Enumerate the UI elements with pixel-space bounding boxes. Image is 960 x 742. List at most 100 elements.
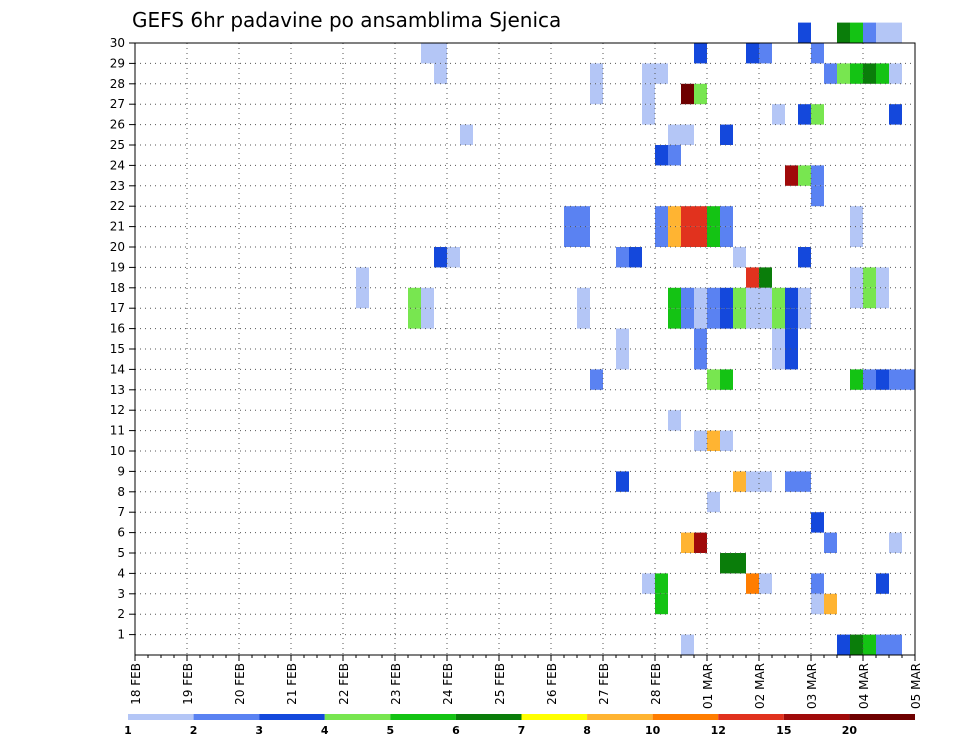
heatmap-cell bbox=[460, 124, 473, 145]
heatmap-cell bbox=[564, 226, 577, 247]
legend-swatch bbox=[652, 714, 719, 720]
x-tick-label: 26 FEB bbox=[545, 663, 559, 705]
y-tick-label: 3 bbox=[117, 587, 125, 601]
legend-swatch bbox=[455, 714, 522, 720]
heatmap-cell bbox=[876, 63, 889, 84]
heatmap-cell bbox=[681, 226, 694, 247]
heatmap-cell bbox=[798, 247, 811, 268]
heatmap-cell bbox=[694, 226, 707, 247]
heatmap-cell bbox=[681, 287, 694, 309]
heatmap-cell bbox=[616, 328, 629, 349]
heatmap-cell bbox=[629, 247, 642, 268]
heatmap-cell bbox=[863, 287, 876, 309]
heatmap-cell bbox=[642, 104, 655, 125]
heatmap-cell bbox=[694, 83, 707, 105]
heatmap-cell bbox=[668, 308, 681, 329]
x-tick-label: 05 MAR bbox=[909, 663, 923, 709]
heatmap-cell bbox=[733, 247, 746, 268]
heatmap-cell bbox=[876, 634, 889, 655]
heatmap-cell bbox=[694, 349, 707, 370]
heatmap-cell bbox=[421, 308, 434, 329]
y-tick-label: 8 bbox=[117, 485, 125, 499]
y-tick-label: 5 bbox=[117, 546, 125, 560]
heatmap-cell bbox=[421, 43, 434, 64]
heatmap-cell bbox=[655, 226, 668, 247]
y-tick-label: 9 bbox=[117, 464, 125, 478]
y-tick-label: 19 bbox=[110, 260, 125, 274]
x-tick-label: 18 FEB bbox=[129, 663, 143, 705]
color-legend: 1 2 3 4 5 6 7 8 10 12 15 20 bbox=[124, 714, 915, 737]
y-tick-label: 20 bbox=[110, 240, 125, 254]
heatmap-cell bbox=[902, 369, 915, 390]
y-tick-label: 7 bbox=[117, 505, 125, 519]
heatmap-cell bbox=[655, 63, 668, 84]
heatmap-cell bbox=[785, 328, 798, 349]
x-tick-label: 04 MAR bbox=[857, 663, 871, 709]
heatmap-cell bbox=[876, 287, 889, 309]
x-tick-label: 27 FEB bbox=[597, 663, 611, 705]
heatmap-cell bbox=[772, 287, 785, 309]
heatmap-cell bbox=[746, 308, 759, 329]
heatmap-cell bbox=[720, 308, 733, 329]
heatmap-cell bbox=[655, 145, 668, 166]
heatmap-cell bbox=[668, 287, 681, 309]
heatmap-cell bbox=[746, 471, 759, 492]
x-tick-label: 24 FEB bbox=[441, 663, 455, 705]
heatmap-cell bbox=[876, 22, 889, 43]
heatmap-cell bbox=[694, 287, 707, 309]
heatmap-cell bbox=[590, 369, 603, 390]
heatmap-cell bbox=[681, 124, 694, 145]
heatmap-cell bbox=[889, 634, 902, 655]
y-tick-label: 17 bbox=[110, 301, 125, 315]
heatmap-cell bbox=[681, 83, 694, 105]
heatmap-cell bbox=[850, 267, 863, 288]
heatmap-cell bbox=[785, 308, 798, 329]
heatmap-cell bbox=[681, 634, 694, 655]
heatmap-cell bbox=[811, 573, 824, 594]
heatmap-cell bbox=[447, 247, 460, 268]
heatmap-cell bbox=[811, 43, 824, 64]
y-tick-label: 12 bbox=[110, 403, 125, 417]
heatmap-cell bbox=[720, 553, 733, 574]
heatmap-cell bbox=[616, 471, 629, 492]
heatmap-cell bbox=[707, 430, 720, 451]
x-tick-label: 02 MAR bbox=[753, 663, 767, 709]
heatmap-cell bbox=[798, 104, 811, 125]
heatmap-cell bbox=[733, 553, 746, 574]
x-tick-label: 21 FEB bbox=[285, 663, 299, 705]
legend-label: 10 bbox=[645, 724, 661, 737]
x-tick-label: 22 FEB bbox=[337, 663, 351, 705]
legend-swatch bbox=[324, 714, 391, 720]
legend-label: 15 bbox=[776, 724, 791, 737]
heatmap-cell bbox=[759, 573, 772, 594]
heatmap-cell bbox=[720, 124, 733, 145]
x-tick-label: 03 MAR bbox=[805, 663, 819, 709]
heatmap-cell bbox=[733, 308, 746, 329]
heatmap-cell bbox=[863, 634, 876, 655]
heatmap-cell bbox=[720, 369, 733, 390]
heatmap-cell bbox=[733, 287, 746, 309]
grid-lines bbox=[135, 42, 915, 655]
legend-label: 3 bbox=[255, 724, 263, 737]
heatmap-cell bbox=[564, 206, 577, 227]
heatmap-cell bbox=[863, 267, 876, 288]
x-tick-label: 20 FEB bbox=[233, 663, 247, 705]
heatmap-cell bbox=[694, 532, 707, 553]
heatmap-cell bbox=[798, 22, 811, 43]
heatmap-cell bbox=[434, 43, 447, 64]
heatmap-cell bbox=[616, 349, 629, 370]
heatmap-cell bbox=[694, 430, 707, 451]
y-axis: 1234567891011121314151617181920212223242… bbox=[110, 36, 135, 642]
heatmap-cell bbox=[694, 43, 707, 64]
legend-swatch bbox=[193, 714, 260, 720]
heatmap-cell bbox=[694, 206, 707, 227]
heatmap-cell bbox=[577, 226, 590, 247]
heatmap-cell bbox=[356, 287, 369, 309]
heatmap-cell bbox=[811, 185, 824, 207]
heatmap-cell bbox=[681, 308, 694, 329]
heatmap-cell bbox=[642, 63, 655, 84]
heatmap-cell bbox=[746, 43, 759, 64]
heatmap-cell bbox=[889, 22, 902, 43]
heatmap-cell bbox=[590, 63, 603, 84]
heatmap-cell bbox=[577, 206, 590, 227]
